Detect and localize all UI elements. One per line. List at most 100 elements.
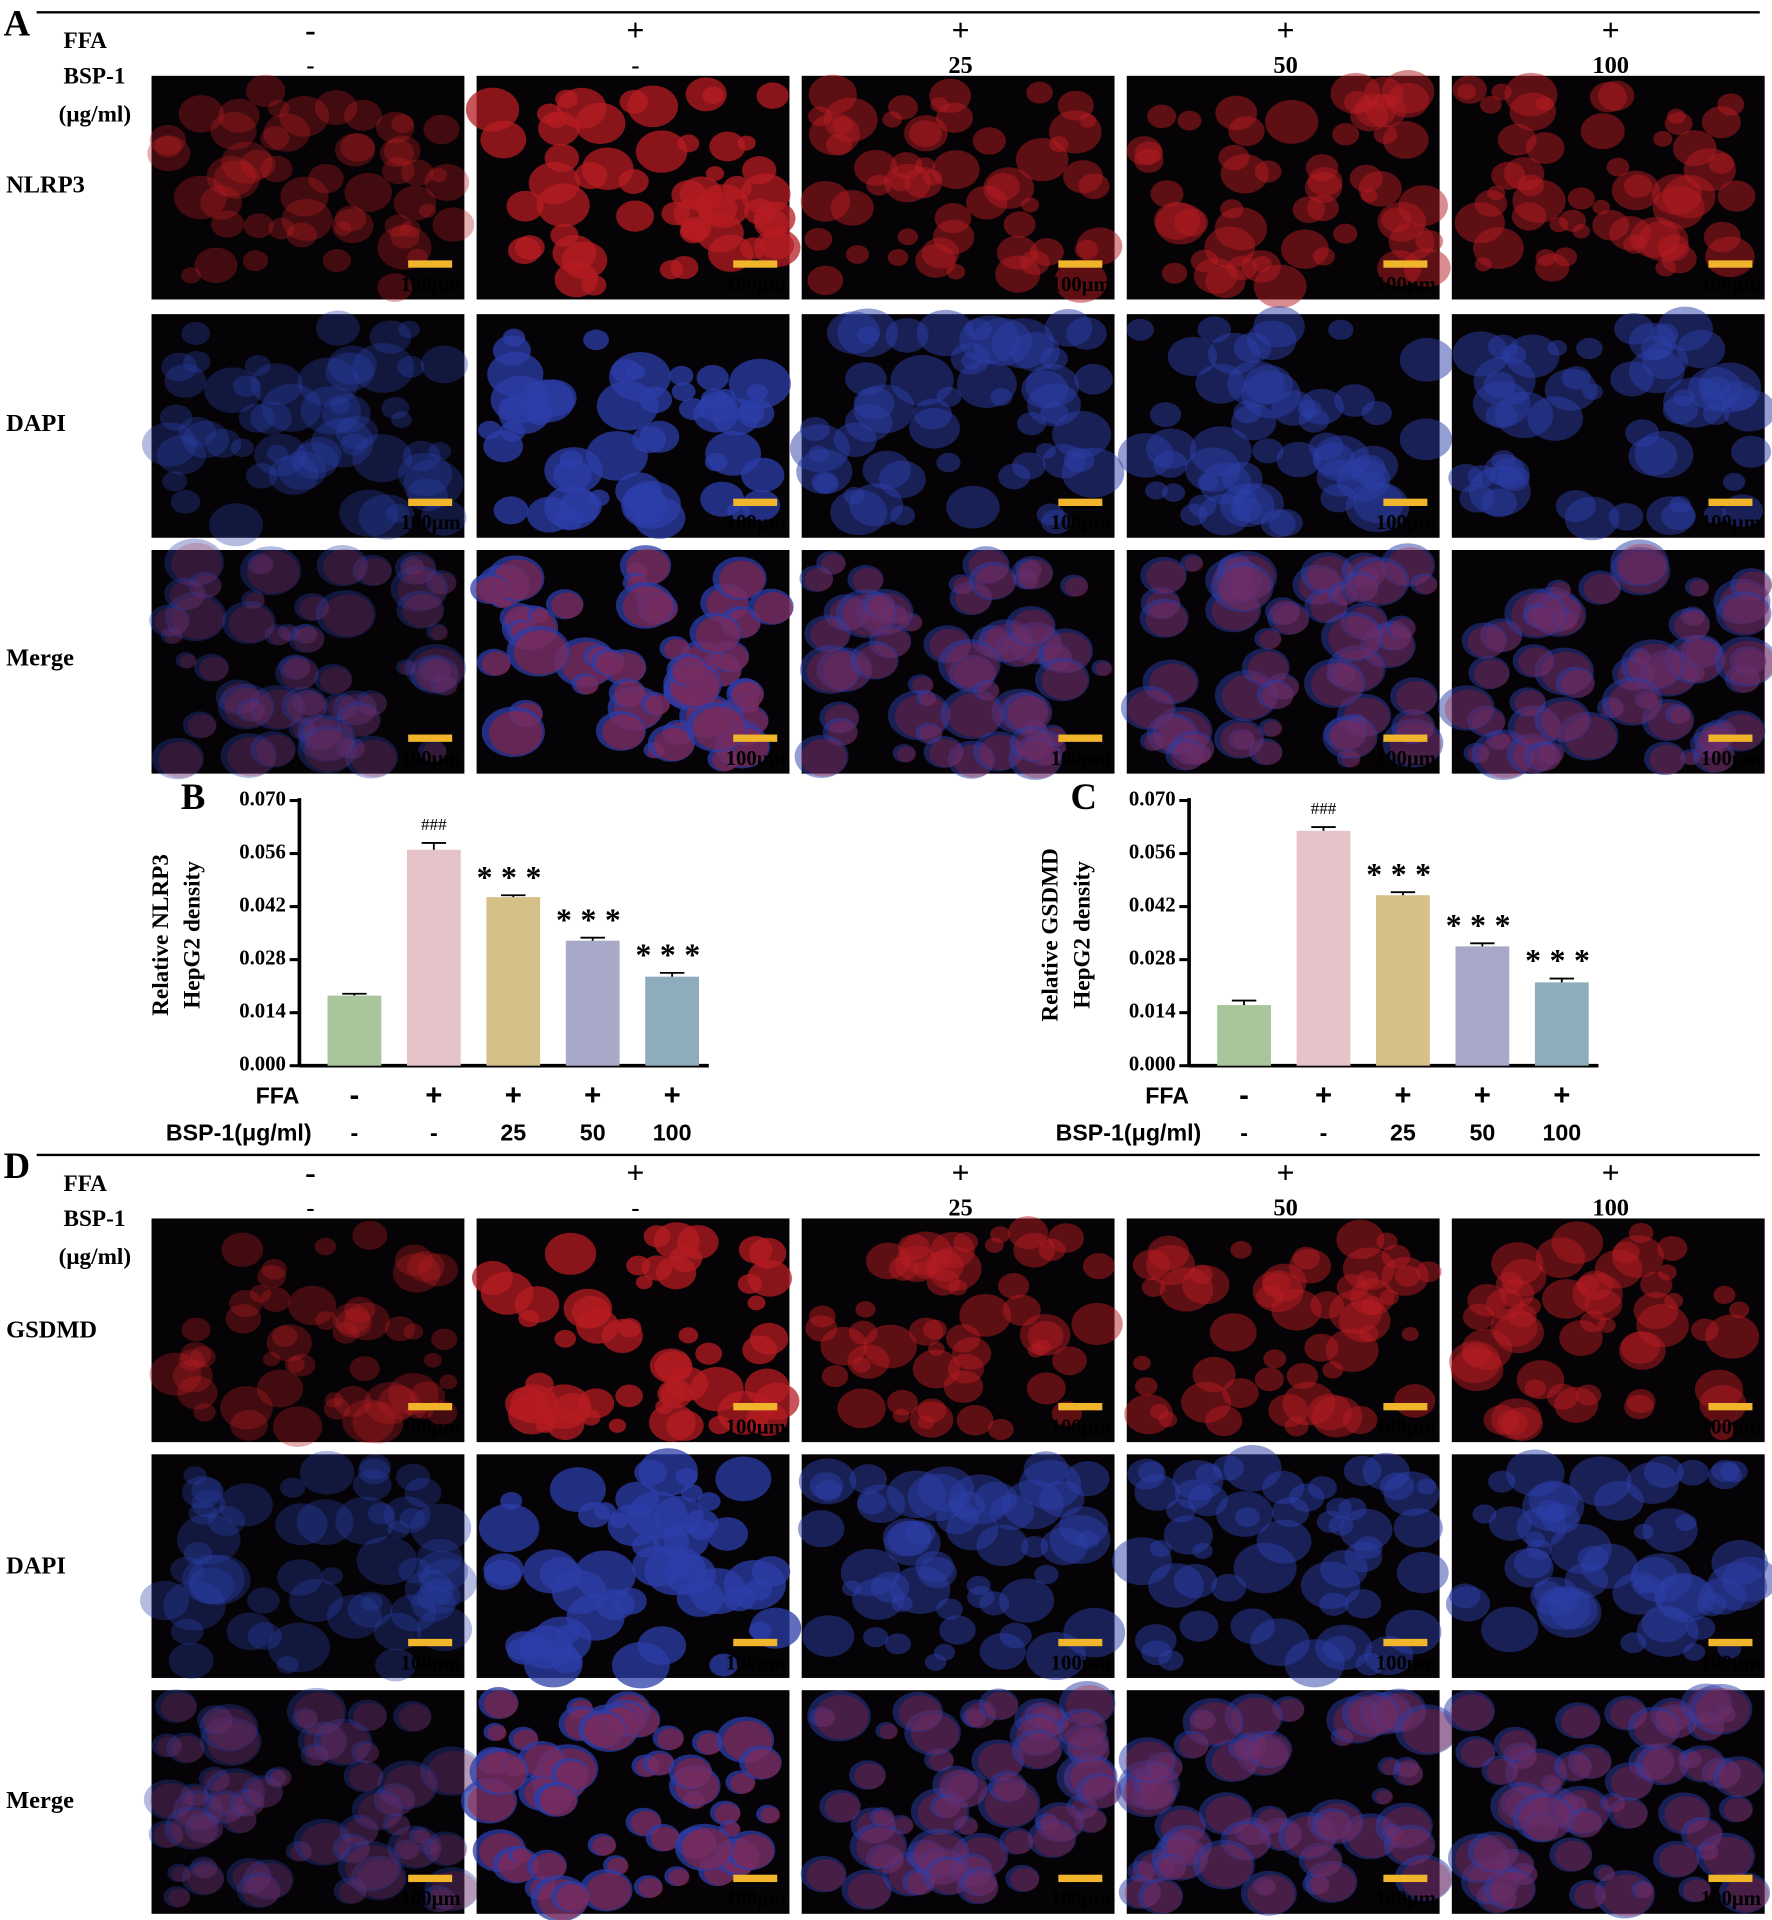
nuclei-cluster [1012, 452, 1046, 480]
micrograph: 100μm [149, 1218, 465, 1447]
stain-cluster [1007, 695, 1052, 732]
stain-cluster [242, 1875, 280, 1907]
nuclei-cluster [1565, 1808, 1603, 1838]
stain-cluster [1262, 720, 1283, 737]
y-tick-label: 0.028 [239, 946, 286, 969]
stain-cluster [657, 1728, 684, 1750]
nuclei-cluster [247, 1587, 280, 1614]
nuclei-cluster [277, 1559, 323, 1596]
nuclei-cluster [664, 1553, 717, 1595]
stain-cluster [888, 1256, 919, 1281]
stain-cluster [471, 1260, 514, 1295]
nuclei-cluster [188, 1501, 217, 1525]
nuclei-cluster [498, 395, 528, 419]
nuclei-cluster [1695, 1842, 1719, 1861]
stain-cluster [536, 183, 590, 228]
stain-cluster [1039, 1815, 1059, 1832]
nuclei-cluster [1149, 402, 1182, 428]
y-axis-label: Relative NLRP3 [148, 854, 174, 1016]
stain-cluster [696, 213, 744, 253]
stain-cluster [1536, 96, 1554, 112]
scale-bar [1383, 1403, 1428, 1411]
stain-cluster [255, 689, 304, 729]
scale-bar [1058, 260, 1103, 268]
nuclei-cluster [430, 674, 458, 696]
nuclei-cluster [1256, 679, 1294, 710]
x-condition: 50 [1469, 1119, 1495, 1145]
nuclei-cluster [209, 503, 264, 547]
nuclei-cluster [1208, 332, 1261, 375]
stain-cluster [331, 208, 374, 244]
stain-cluster [293, 626, 325, 653]
nuclei-cluster [326, 1594, 382, 1639]
nuclei-cluster [347, 1699, 388, 1732]
stain-cluster [972, 127, 1006, 155]
stain-cluster [1247, 651, 1289, 686]
nuclei-cluster [533, 1781, 578, 1817]
stain-cluster [358, 1793, 402, 1830]
stain-cluster [1017, 559, 1053, 589]
stain-cluster [714, 1803, 741, 1825]
nuclei-cluster [1642, 342, 1689, 380]
stain-cluster [1717, 93, 1745, 116]
nuclei-cluster [1686, 1616, 1716, 1640]
scale-bar-label: 100μm [726, 1651, 786, 1674]
stain-cluster [342, 1399, 396, 1443]
stain-cluster [1386, 1825, 1403, 1840]
stain-cluster [171, 1810, 218, 1849]
nuclei-cluster [1438, 685, 1495, 731]
stain-cluster [1026, 81, 1053, 104]
nuclei-cluster [566, 1594, 625, 1641]
bsp-dose: 25 [948, 1195, 972, 1222]
nuclei-cluster [226, 1858, 272, 1895]
stain-cluster [171, 542, 223, 585]
stain-cluster [412, 648, 464, 691]
significance: *** [1366, 857, 1439, 892]
stain-cluster [1454, 202, 1505, 244]
micrograph: 100μm [476, 1448, 802, 1689]
nuclei-cluster [1714, 636, 1772, 687]
nuclei-cluster [1684, 577, 1709, 597]
nuclei-cluster [990, 388, 1013, 406]
stain-cluster [993, 1774, 1027, 1802]
row-label: Merge [6, 1787, 74, 1814]
nuclei-cluster [640, 692, 670, 716]
stain-cluster [286, 222, 318, 248]
stain-cluster [1674, 611, 1710, 641]
stain-cluster [1525, 132, 1565, 165]
scale-bar-label: 100μm [401, 1887, 461, 1910]
nuclei-cluster [1385, 615, 1416, 640]
stain-cluster [709, 131, 746, 162]
stain-cluster [1560, 1705, 1600, 1738]
nuclei-cluster [1410, 573, 1438, 595]
nuclei-cluster [621, 480, 681, 529]
stain-cluster [400, 554, 436, 584]
x-condition: + [505, 1079, 522, 1112]
nuclei-cluster [892, 744, 916, 763]
stain-cluster [1500, 1258, 1547, 1297]
micrograph: 100μm [1120, 543, 1444, 774]
stain-cluster [1307, 167, 1343, 196]
stain-cluster [1649, 744, 1686, 775]
nuclei-cluster [275, 1503, 328, 1546]
nuclei-cluster [1643, 1456, 1684, 1489]
nuclei-cluster [849, 1823, 908, 1870]
nuclei-cluster [1258, 718, 1282, 737]
nuclei-cluster [1722, 389, 1772, 432]
scale-bar [408, 734, 453, 742]
scale-bar-label: 100μm [401, 273, 461, 296]
nuclei-cluster [1353, 1536, 1383, 1560]
nuclei-cluster [1668, 608, 1711, 642]
nuclei-cluster [391, 411, 412, 428]
nuclei-cluster [417, 1578, 461, 1614]
x-condition: + [1474, 1079, 1491, 1112]
stain-cluster [213, 160, 260, 199]
stain-cluster [304, 1725, 346, 1760]
stain-cluster [556, 1761, 589, 1788]
stain-cluster [851, 1357, 871, 1373]
nuclei-cluster [1522, 603, 1552, 628]
bar [1376, 895, 1430, 1066]
micrograph: 100μm [789, 308, 1125, 538]
stain-cluster [206, 1708, 257, 1750]
stain-cluster [592, 1836, 617, 1856]
